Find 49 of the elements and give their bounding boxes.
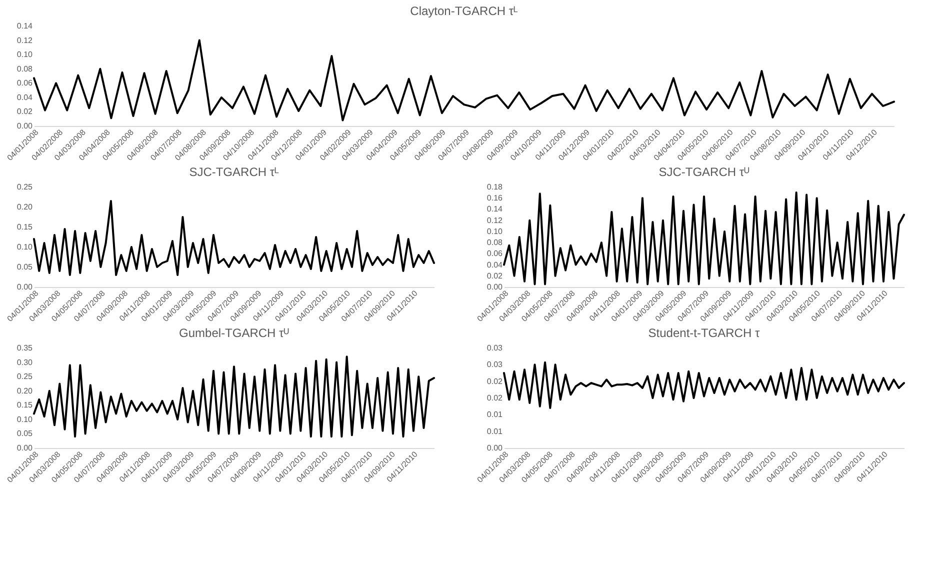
y-tick-label: 0.10 — [16, 414, 34, 424]
y-tick-label: 0.10 — [486, 226, 504, 236]
y-tick-label: 0.10 — [16, 242, 34, 252]
y-tick-label: 0.14 — [16, 22, 34, 30]
y-tick-label: 0.12 — [486, 216, 504, 225]
line-series — [33, 200, 435, 276]
y-tick-label: 0.00 — [16, 444, 34, 452]
y-tick-label: 0.02 — [486, 394, 504, 402]
y-tick-label: 0.00 — [486, 282, 504, 292]
line-series — [33, 39, 895, 122]
y-tick-label: 0.20 — [16, 202, 34, 212]
y-tick-label: 0.15 — [16, 222, 34, 232]
y-tick-label: 0.02 — [486, 271, 504, 280]
y-tick-label: 0.02 — [486, 376, 504, 386]
y-tick-label: 0.00 — [16, 282, 34, 292]
y-tick-label: 0.08 — [16, 64, 34, 74]
y-tick-label: 0.05 — [16, 262, 34, 272]
chart-title: SJC-TGARCH τᵁ — [658, 165, 750, 179]
y-tick-label: 0.05 — [16, 429, 34, 438]
y-tick-label: 0.02 — [16, 107, 34, 116]
y-tick-label: 0.08 — [486, 238, 504, 248]
y-tick-label: 0.06 — [486, 249, 504, 258]
y-tick-label: 0.06 — [16, 78, 34, 88]
y-tick-label: 0.00 — [16, 122, 34, 130]
y-tick-label: 0.03 — [486, 360, 504, 370]
y-tick-label: 0.20 — [16, 386, 34, 396]
line-series — [503, 192, 905, 286]
y-tick-label: 0.15 — [16, 400, 34, 410]
y-tick-label: 0.04 — [16, 92, 34, 102]
chart-title: Clayton-TGARCH τᴸ — [410, 4, 518, 18]
y-tick-label: 0.10 — [16, 50, 34, 60]
y-tick-label: 0.03 — [486, 344, 504, 352]
chart-title: SJC-TGARCH τᴸ — [189, 165, 279, 179]
y-tick-label: 0.01 — [486, 426, 504, 436]
y-tick-label: 0.16 — [486, 194, 504, 203]
line-series — [503, 361, 905, 409]
y-tick-label: 0.25 — [16, 372, 34, 382]
y-tick-label: 0.25 — [16, 182, 34, 192]
line-series — [33, 356, 435, 438]
y-tick-label: 0.12 — [16, 36, 34, 45]
chart-title: Gumbel-TGARCH τᵁ — [179, 326, 289, 340]
y-tick-label: 0.35 — [16, 344, 34, 352]
y-tick-label: 0.00 — [486, 444, 504, 452]
y-tick-label: 0.30 — [16, 358, 34, 367]
y-tick-label: 0.04 — [486, 260, 504, 270]
y-tick-label: 0.01 — [486, 410, 504, 420]
y-tick-label: 0.18 — [486, 182, 504, 192]
y-tick-label: 0.14 — [486, 204, 504, 214]
chart-title: Student-t-TGARCH τ — [648, 326, 760, 340]
